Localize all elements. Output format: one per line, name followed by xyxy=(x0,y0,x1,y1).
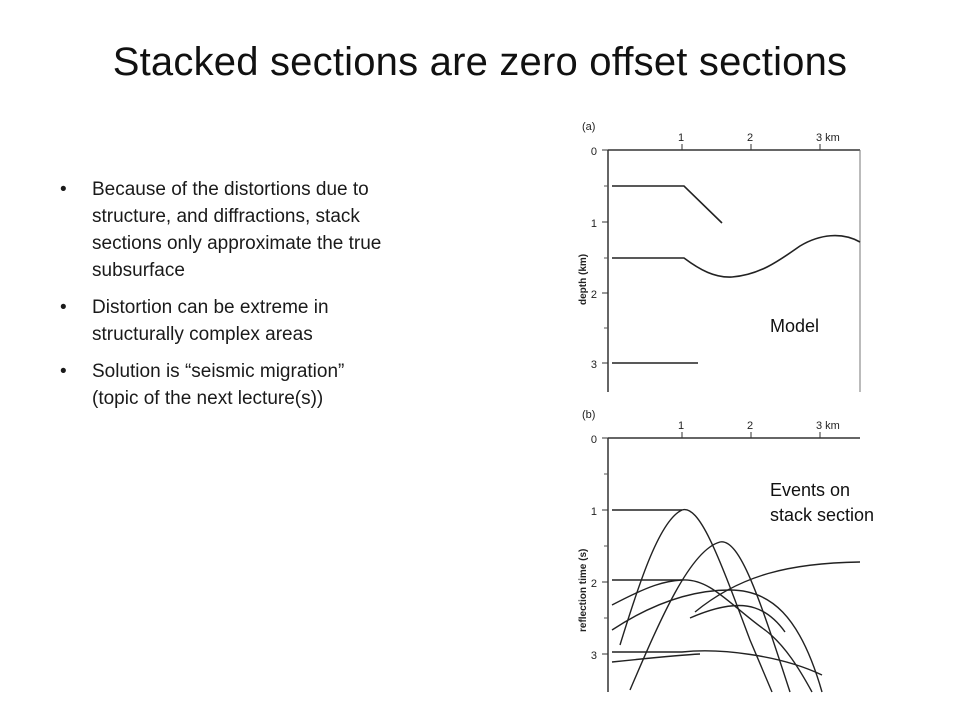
panel-b-xtick-label: 3 km xyxy=(816,420,840,432)
panel-b-ytick-label: 0 xyxy=(591,434,597,446)
syncline-event-1 xyxy=(611,579,813,693)
panel-b-xtick-label: 1 xyxy=(678,420,684,432)
bowtie-lower-event xyxy=(689,604,786,633)
seismic-figure: (a) 1 2 3 km 0 1 2 3 depth (km) Model (b… xyxy=(560,110,900,720)
stack-caption: Events on stack section xyxy=(770,478,874,528)
deep-event-2 xyxy=(611,653,701,663)
bowtie-branch-2 xyxy=(611,589,823,693)
deep-event xyxy=(612,650,823,676)
panel-a-ytick-label: 2 xyxy=(591,289,597,301)
stack-caption-line2: stack section xyxy=(770,505,875,525)
bullet-text: Solution is “seismic migration” (topic o… xyxy=(92,361,345,409)
syncline-reflector xyxy=(612,234,861,278)
panel-b-ytick-label: 2 xyxy=(591,578,597,590)
bullet-text: Distortion can be extreme in structurall… xyxy=(92,297,329,345)
bullet-item: • Because of the distortions due to stru… xyxy=(58,176,388,284)
bullet-item: • Solution is “seismic migration” (topic… xyxy=(58,358,388,412)
panel-a-ytick-label: 3 xyxy=(591,359,597,371)
bullet-dot-icon: • xyxy=(60,179,67,200)
panel-b-ytick-label: 1 xyxy=(591,506,597,518)
panel-b-ytick-label: 3 xyxy=(591,650,597,662)
bullet-dot-icon: • xyxy=(60,361,67,382)
stack-section-panel: (b) 1 2 3 km 0 1 2 3 reflection time (s) xyxy=(578,409,861,693)
panel-a-ytick-label: 1 xyxy=(591,218,597,230)
bullet-list: • Because of the distortions due to stru… xyxy=(58,176,388,422)
panel-b-xtick-label: 2 xyxy=(747,420,753,432)
panel-a-ytick-label: 0 xyxy=(591,146,597,158)
panel-a-xtick-label: 2 xyxy=(747,132,753,144)
bullet-item: • Distortion can be extreme in structura… xyxy=(58,294,388,348)
panel-a-ylabel: depth (km) xyxy=(578,254,589,305)
slide-title: Stacked sections are zero offset section… xyxy=(112,40,848,84)
panel-b-ylabel: reflection time (s) xyxy=(578,549,589,632)
stack-caption-line1: Events on xyxy=(770,480,851,500)
anticline-event xyxy=(694,561,861,613)
bowtie-branch-1 xyxy=(629,541,791,693)
panel-a-xtick-label: 3 km xyxy=(816,132,840,144)
model-caption: Model xyxy=(770,316,820,336)
bullet-dot-icon: • xyxy=(60,297,67,318)
bullet-text: Because of the distortions due to struct… xyxy=(92,179,382,281)
panel-a-tag: (a) xyxy=(582,121,595,133)
panel-a-xtick-label: 1 xyxy=(678,132,684,144)
panel-b-tag: (b) xyxy=(582,409,595,421)
depth-model-panel: (a) 1 2 3 km 0 1 2 3 depth (km) xyxy=(578,121,861,392)
diffraction-curve-1 xyxy=(619,509,773,693)
dipping-reflector xyxy=(612,185,723,224)
